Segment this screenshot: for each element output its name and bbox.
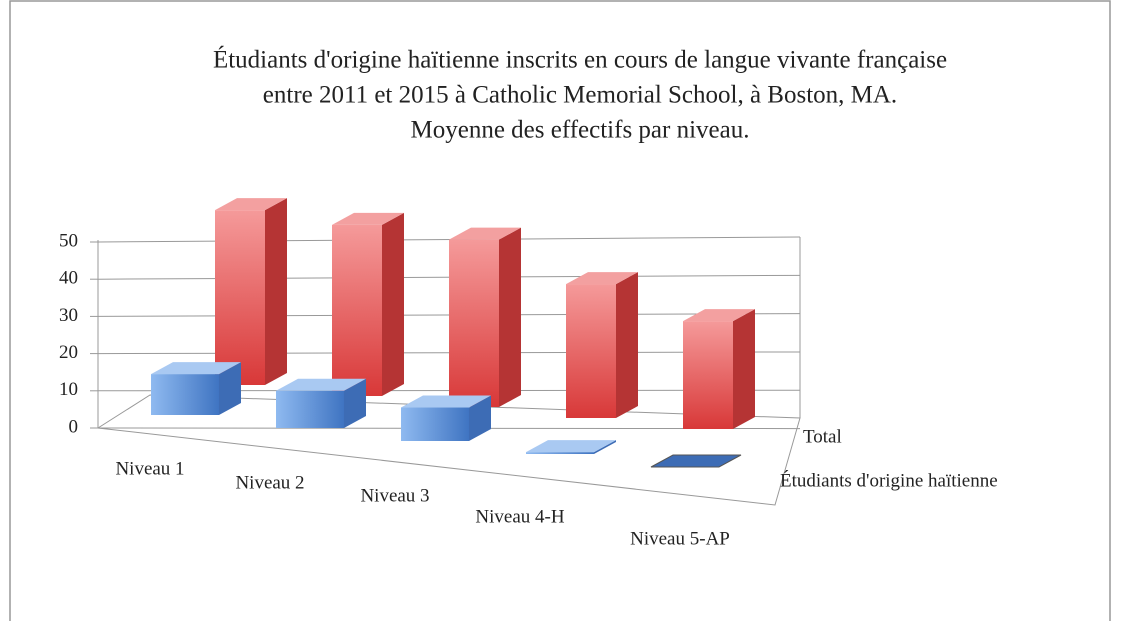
depth-label: Étudiants d'origine haïtienne [780, 469, 998, 491]
bar [650, 454, 742, 468]
bar-front [151, 374, 219, 415]
x-tick-label: Niveau 1 [115, 458, 184, 479]
chart-title: Moyenne des effectifs par niveau. [411, 117, 750, 144]
bar [449, 227, 521, 407]
depth-label: Total [803, 426, 842, 447]
bar [566, 272, 638, 418]
chart-title: Étudiants d'origine haïtienne inscrits e… [213, 46, 947, 74]
bar-side [499, 227, 521, 407]
bar-top [215, 198, 287, 211]
bar-top [332, 212, 404, 225]
bar-top [650, 454, 742, 468]
bar-top [401, 395, 491, 408]
bar-front [332, 224, 382, 396]
bar-front [526, 452, 594, 454]
bar-front [566, 284, 616, 418]
bar-side [616, 272, 638, 418]
y-tick-label: 20 [59, 342, 78, 363]
chart-title: entre 2011 et 2015 à Catholic Memorial S… [263, 82, 897, 109]
y-tick-label: 50 [59, 230, 78, 251]
bar-top [683, 309, 755, 322]
y-tick-label: 10 [59, 379, 78, 400]
bar [401, 395, 491, 441]
bar-side [265, 198, 287, 385]
bar-front [401, 407, 469, 441]
bar-top [526, 440, 616, 453]
bar-side [469, 395, 491, 441]
bar [276, 378, 366, 428]
bar-side [382, 212, 404, 396]
bar-side [594, 440, 616, 454]
bar-side [344, 378, 366, 428]
bar [332, 212, 404, 396]
bar [526, 440, 616, 454]
bar-side [733, 309, 755, 429]
x-tick-label: Niveau 5-AP [630, 528, 730, 549]
bar-top [276, 378, 366, 391]
bar-side [219, 362, 241, 415]
y-tick-label: 30 [59, 305, 78, 326]
bar [151, 362, 241, 415]
x-tick-label: Niveau 4-H [475, 506, 564, 527]
bar-front [215, 210, 265, 385]
x-tick-label: Niveau 3 [360, 485, 429, 506]
bar [683, 309, 755, 429]
x-tick-label: Niveau 2 [235, 472, 304, 493]
bar-top [449, 227, 521, 240]
bar-top [151, 362, 241, 375]
bar-front [449, 239, 499, 407]
bar-front [276, 390, 344, 428]
bar-front [683, 321, 733, 429]
frame [9, 0, 1111, 621]
y-tick-label: 0 [69, 416, 79, 437]
y-tick-label: 40 [59, 268, 78, 289]
bar [215, 198, 287, 385]
bar-top [566, 272, 638, 285]
